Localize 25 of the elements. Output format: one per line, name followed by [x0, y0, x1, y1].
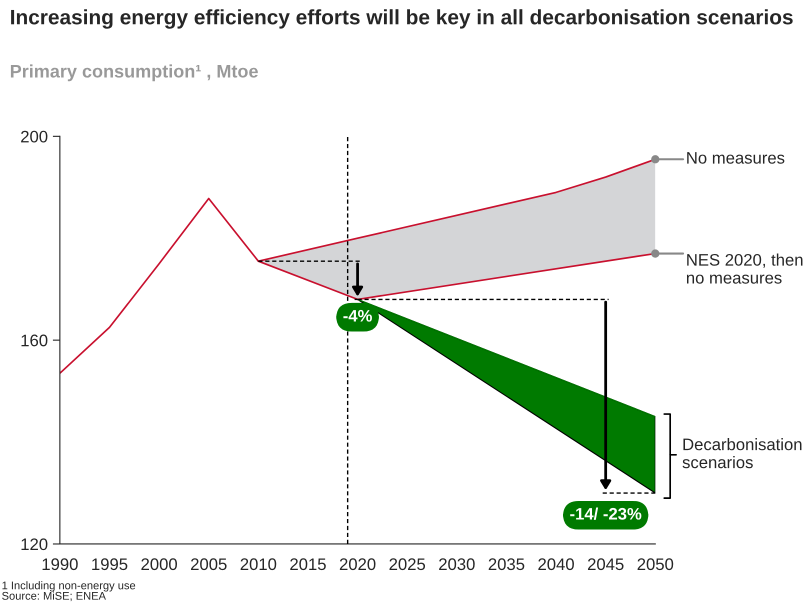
annotation: -4% — [343, 310, 372, 322]
x-tick-label: 2050 — [638, 558, 674, 570]
legend-label: NES 2020, then no measures — [686, 254, 802, 284]
x-tick-label: 2040 — [538, 558, 574, 570]
chart-title: Increasing energy efficiency efforts will be key in all decarbonisation scenarios — [11, 9, 793, 29]
x-tick-label: 2005 — [191, 558, 227, 570]
x-tick-label: 2010 — [240, 558, 276, 570]
x-tick-label: 2035 — [488, 558, 524, 570]
y-tick-label: 160 — [22, 334, 48, 346]
x-tick-label: 2015 — [290, 558, 326, 570]
x-tick-label: 2045 — [588, 558, 624, 570]
x-tick-label: 1990 — [42, 558, 78, 570]
y-tick-label: 200 — [21, 130, 48, 143]
text: 1 Including non-energy use — [2, 581, 136, 592]
x-tick-label: 2025 — [390, 558, 426, 570]
y-tick-label: 120 — [22, 538, 48, 550]
x-tick-label: 2000 — [141, 558, 177, 570]
x-tick-label: 2030 — [439, 558, 475, 570]
text: Decarbonisation scenarios — [682, 438, 802, 468]
legend-label: No measures — [687, 152, 784, 164]
annotation: -14/ -23% — [570, 507, 642, 520]
chart-subtitle: Primary consumption¹ , Mtoe — [10, 64, 258, 82]
x-tick-label: 2020 — [340, 558, 376, 570]
x-tick-label: 1995 — [92, 558, 128, 570]
source-note: Source: MiSE; ENEA — [2, 592, 106, 602]
